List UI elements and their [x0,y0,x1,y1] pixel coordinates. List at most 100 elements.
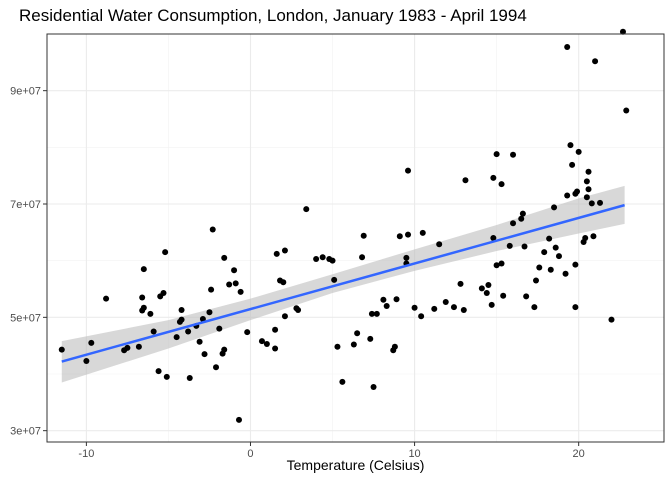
data-point [546,235,553,242]
data-point [331,276,338,283]
plot-panel [47,34,664,442]
data-point [88,339,95,346]
data-point [521,243,528,250]
data-point [590,233,597,240]
data-point [485,282,492,289]
data-point [216,325,223,332]
data-point [396,233,403,240]
data-point [541,249,548,256]
x-axis: -10 0 10 20 [78,442,585,460]
data-point [536,264,543,271]
data-point [139,294,146,301]
data-point [498,260,505,267]
x-axis-title: Temperature (Celsius) [287,457,425,473]
data-point [500,292,507,299]
data-point [569,161,576,168]
data-point [518,215,525,222]
data-point [431,305,438,312]
data-point [221,254,228,261]
y-tick-label: 3e+07 [10,426,41,438]
data-point [519,210,526,217]
x-tick-label: -10 [78,448,94,460]
data-point [436,241,443,248]
data-point [334,343,341,350]
data-point [373,310,380,317]
data-point [162,249,169,256]
data-point [555,253,562,260]
data-point [226,281,233,288]
data-point [574,188,581,195]
data-point [403,254,410,261]
data-point [272,326,279,333]
data-point [490,235,497,241]
data-point [147,310,154,317]
data-point [319,254,326,261]
data-point [575,148,582,155]
data-point [140,304,147,311]
data-point [450,304,457,311]
data-point [206,309,213,316]
data-point [196,338,203,345]
data-point [272,345,279,352]
data-point [360,232,367,239]
data-point [124,344,131,351]
data-point [393,296,400,303]
y-tick-label: 5e+07 [10,312,41,324]
data-point [281,313,288,320]
data-point [221,346,228,353]
data-point [533,277,540,284]
data-point [354,330,361,337]
data-point [58,346,65,353]
data-point [592,58,599,65]
data-point [585,186,592,193]
data-point [232,280,239,287]
data-point [295,306,302,313]
data-point [313,255,320,262]
data-point [135,343,142,350]
data-point [391,343,398,350]
data-point [339,378,346,385]
data-point [83,357,90,364]
data-point [359,254,366,261]
data-point [623,107,630,114]
data-point [442,299,449,306]
data-point [498,181,505,188]
data-points [58,28,630,423]
grid-major [47,34,664,442]
data-point [572,304,579,311]
data-point [608,316,615,323]
chart-title: Residential Water Consumption, London, J… [19,6,527,25]
data-point [383,303,390,309]
y-tick-label: 9e+07 [10,86,41,98]
data-point [201,351,208,358]
data-point [583,178,590,185]
data-point [150,328,157,335]
data-point [350,341,357,348]
data-point [564,44,571,51]
data-point [185,328,192,335]
data-point [457,280,464,287]
data-point [367,335,374,342]
data-point [523,293,530,300]
data-point [564,192,571,199]
y-tick-label: 7e+07 [10,199,41,211]
x-tick-label: 0 [247,448,253,460]
data-point [303,206,310,213]
data-point [411,304,418,311]
data-point [209,226,216,233]
data-point [329,257,336,264]
data-point [588,200,595,207]
data-point [213,364,220,371]
data-point [140,266,147,273]
data-point [199,316,206,323]
data-point [163,373,170,380]
data-point [173,334,180,341]
data-point [178,306,185,313]
data-point [531,304,538,311]
data-point [585,168,592,175]
data-point [488,301,495,308]
data-point [258,338,265,345]
data-point [493,151,500,158]
data-point [562,270,569,277]
